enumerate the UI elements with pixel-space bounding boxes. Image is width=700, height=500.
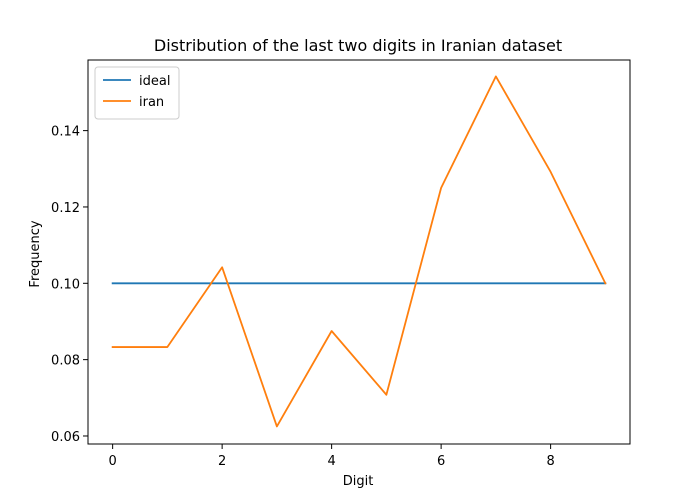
legend: ideal iran — [94, 66, 180, 120]
legend-label-iran: iran — [139, 95, 164, 110]
y-tick-label: 0.06 — [51, 430, 80, 445]
x-axis-label: Digit — [343, 474, 374, 489]
x-tick-label: 4 — [327, 454, 335, 469]
y-tick-label: 0.14 — [51, 125, 80, 140]
plot-area — [111, 75, 607, 428]
axes-frame — [87, 59, 631, 445]
x-tick-label: 8 — [546, 454, 554, 469]
y-tick-label: 0.10 — [51, 277, 80, 292]
legend-label-ideal: ideal — [139, 74, 170, 89]
y-tick-label: 0.12 — [51, 201, 80, 216]
chart-title: Distribution of the last two digits in I… — [154, 36, 562, 55]
axes: 0 2 4 6 8 0.06 0.08 0.10 0.12 0.14 — [51, 59, 631, 469]
x-tick-label: 6 — [437, 454, 445, 469]
y-tick-label: 0.08 — [51, 354, 80, 369]
y-axis-label: Frequency — [28, 220, 43, 287]
x-tick-label: 0 — [108, 454, 116, 469]
x-tick-label: 2 — [218, 454, 226, 469]
series-line-iran — [111, 75, 607, 428]
